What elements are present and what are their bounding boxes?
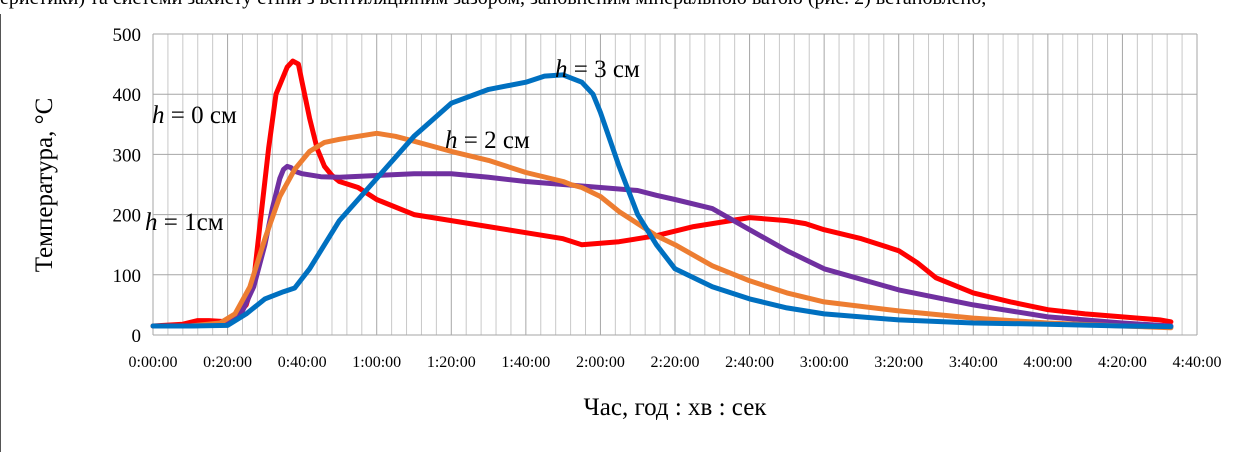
series-group xyxy=(150,58,1174,331)
x-tick-label: 1:20:00 xyxy=(427,354,476,371)
x-tick-label: 1:00:00 xyxy=(352,354,401,371)
annotation-h2-var: h xyxy=(445,127,458,154)
x-tick-label: 2:20:00 xyxy=(651,354,700,371)
x-tick-label: 4:40:00 xyxy=(1173,354,1222,371)
x-tick-label: 0:20:00 xyxy=(203,354,252,371)
annotation-h1-text: = 1см xyxy=(158,209,224,236)
annotation-h1-var: h xyxy=(145,209,158,236)
text-fragment-strip: еристики) та системи захисту стіни з вен… xyxy=(0,0,1259,14)
x-tick-label: 2:40:00 xyxy=(725,354,774,371)
annotation-h3-var: h xyxy=(555,56,568,83)
annotation-h0: h = 0 см xyxy=(152,102,237,129)
y-tick-labels: 0 100 200 300 400 500 xyxy=(113,25,142,347)
annotation-h2: h = 2 см xyxy=(445,127,530,154)
x-tick-label: 3:00:00 xyxy=(800,354,849,371)
x-tick-label: 2:00:00 xyxy=(576,354,625,371)
frame-left-border xyxy=(0,14,1,452)
series-line-3 xyxy=(150,72,1174,330)
y-tick-label: 100 xyxy=(113,266,142,287)
annotation-h0-var: h xyxy=(152,102,165,129)
y-tick-label: 500 xyxy=(113,25,142,46)
annotation-h1: h = 1см xyxy=(145,209,224,236)
x-tick-label: 4:00:00 xyxy=(1023,354,1072,371)
annotation-h0-text: = 0 см xyxy=(165,102,237,129)
series-line-2 xyxy=(150,130,1174,331)
y-axis-title: Температура, °C xyxy=(31,98,58,273)
y-tick-label: 400 xyxy=(113,85,142,106)
annotation-h3-text: = 3 см xyxy=(568,56,640,83)
text-fragment: еристики) та системи захисту стіни з вен… xyxy=(0,0,986,10)
x-tick-label: 3:20:00 xyxy=(874,354,923,371)
annotation-h2-text: = 2 см xyxy=(458,127,530,154)
y-tick-label: 0 xyxy=(132,326,142,347)
x-tick-label: 0:40:00 xyxy=(278,354,327,371)
y-tick-label: 300 xyxy=(113,145,142,166)
x-axis-title: Час, год : хв : сек xyxy=(584,394,768,421)
x-tick-label: 3:40:00 xyxy=(949,354,998,371)
series-line-0 xyxy=(150,58,1174,329)
x-tick-label: 0:00:00 xyxy=(129,354,178,371)
x-tick-label: 1:40:00 xyxy=(501,354,550,371)
x-tick-labels: 0:00:00 0:20:00 0:40:00 1:00:00 1:20:00 1:40:… xyxy=(129,354,1222,371)
x-tick-label: 4:20:00 xyxy=(1098,354,1147,371)
y-tick-label: 200 xyxy=(113,206,142,227)
annotation-h3: h = 3 см xyxy=(555,56,640,83)
